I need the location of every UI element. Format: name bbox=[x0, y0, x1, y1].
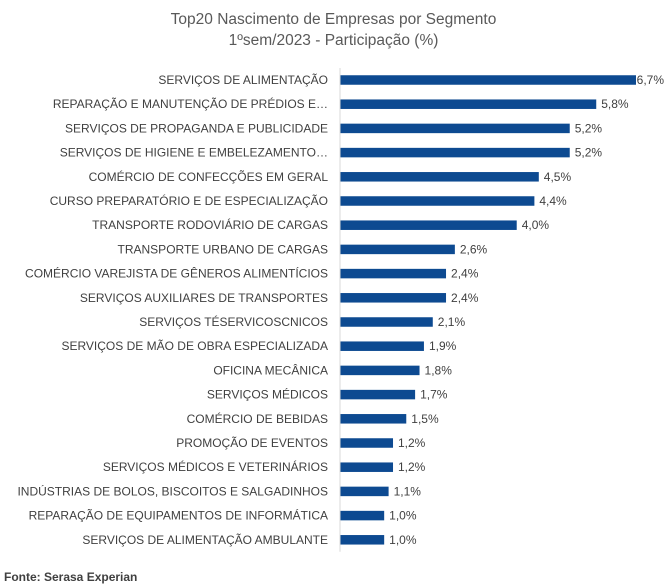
bar bbox=[340, 341, 424, 351]
source-note: Fonte: Serasa Experian bbox=[4, 570, 138, 584]
category-label: COMÉRCIO VAREJISTA DE GÊNEROS ALIMENTÍCI… bbox=[25, 266, 328, 281]
bar bbox=[340, 75, 636, 85]
data-label: 2,4% bbox=[451, 291, 479, 305]
category-label: REPARAÇÃO DE EQUIPAMENTOS DE INFORMÁTICA bbox=[29, 508, 328, 523]
data-label: 2,1% bbox=[438, 315, 466, 329]
bar bbox=[340, 147, 570, 158]
data-label: 4,4% bbox=[539, 194, 567, 208]
category-label: SERVIÇOS DE ALIMENTAÇÃO bbox=[158, 73, 328, 87]
category-label: SERVIÇOS DE PROPAGANDA E PUBLICIDADE bbox=[65, 121, 328, 135]
bar bbox=[340, 438, 394, 448]
bar bbox=[340, 510, 385, 521]
data-label: 4,0% bbox=[522, 218, 550, 232]
data-label: 1,0% bbox=[389, 509, 417, 523]
data-label: 6,7% bbox=[637, 73, 665, 87]
category-label: PROMOÇÃO DE EVENTOS bbox=[176, 436, 328, 450]
chart-subtitle: 1ºsem/2023 - Participação (%) bbox=[228, 32, 439, 49]
data-label: 1,1% bbox=[394, 484, 422, 498]
bar bbox=[340, 414, 407, 424]
data-label: 5,8% bbox=[601, 97, 629, 111]
bar bbox=[340, 535, 385, 545]
bar bbox=[340, 317, 433, 327]
category-label: COMÉRCIO DE BEBIDAS bbox=[187, 411, 328, 426]
data-label: 1,2% bbox=[398, 436, 426, 450]
data-label: 1,8% bbox=[425, 363, 453, 377]
category-label: OFICINA MECÂNICA bbox=[213, 362, 328, 377]
bar bbox=[340, 196, 535, 206]
category-label: SERVIÇOS MÉDICOS bbox=[207, 387, 328, 402]
category-label: REPARAÇÃO E MANUTENÇÃO DE PRÉDIOS E… bbox=[53, 96, 328, 111]
category-label: TRANSPORTE RODOVIÁRIO DE CARGAS bbox=[92, 217, 328, 232]
data-label: 1,2% bbox=[398, 460, 426, 474]
data-label: 1,7% bbox=[420, 388, 448, 402]
category-label: CURSO PREPARATÓRIO E DE ESPECIALIZAÇÃO bbox=[50, 193, 328, 208]
category-label: INDÚSTRIAS DE BOLOS, BISCOITOS E SALGADI… bbox=[17, 483, 328, 498]
category-label: COMÉRCIO DE CONFECÇÕES EM GERAL bbox=[89, 169, 329, 184]
data-label: 5,2% bbox=[575, 146, 603, 160]
data-label: 1,5% bbox=[411, 412, 439, 426]
bar bbox=[340, 123, 570, 134]
chart-title: Top20 Nascimento de Empresas por Segment… bbox=[170, 11, 497, 28]
data-label: 2,4% bbox=[451, 267, 479, 281]
category-label: SERVIÇOS DE MÃO DE OBRA ESPECIALIZADA bbox=[61, 339, 328, 353]
data-label: 1,0% bbox=[389, 533, 417, 547]
bar bbox=[340, 365, 420, 376]
category-label: SERVIÇOS DE ALIMENTAÇÃO AMBULANTE bbox=[82, 533, 328, 547]
category-label: SERVIÇOS DE HIGIENE E EMBELEZAMENTO… bbox=[60, 146, 328, 160]
bar bbox=[340, 293, 447, 303]
category-label: TRANSPORTE URBANO DE CARGAS bbox=[118, 242, 328, 256]
bar bbox=[340, 462, 394, 472]
bar bbox=[340, 389, 416, 400]
category-label: SERVIÇOS MÉDICOS E VETERINÁRIOS bbox=[103, 459, 328, 474]
bar bbox=[340, 172, 539, 182]
data-label: 1,9% bbox=[429, 339, 457, 353]
data-label: 2,6% bbox=[460, 242, 488, 256]
bar bbox=[340, 268, 447, 279]
bar bbox=[340, 244, 455, 255]
category-label: SERVIÇOS AUXILIARES DE TRANSPORTES bbox=[80, 291, 328, 305]
bar bbox=[340, 99, 597, 109]
data-label: 4,5% bbox=[544, 170, 572, 184]
bar bbox=[340, 486, 389, 497]
data-label: 5,2% bbox=[575, 121, 603, 135]
bar bbox=[340, 220, 517, 230]
category-label: SERVIÇOS TÉSERVICOSCNICOS bbox=[139, 314, 328, 329]
